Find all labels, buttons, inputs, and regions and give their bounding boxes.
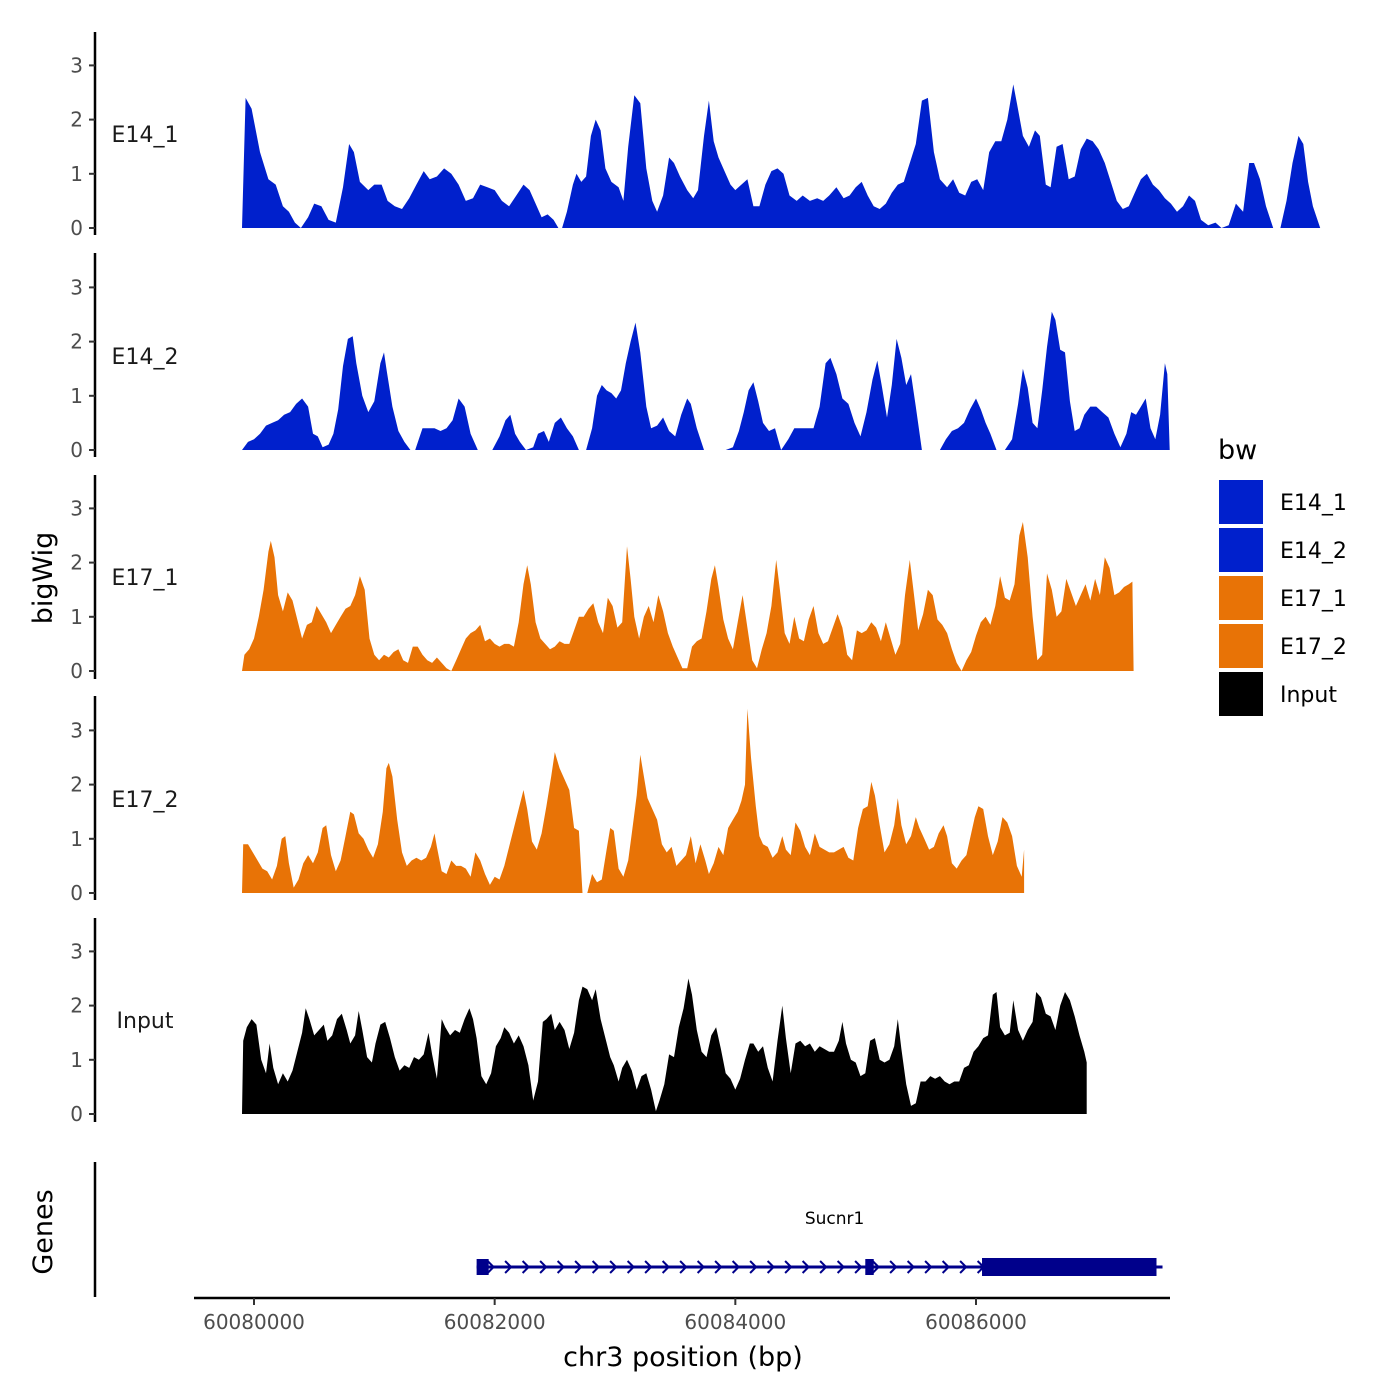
y-tick-label: 2	[70, 108, 83, 132]
signal-area-e14-2	[242, 311, 1170, 450]
track-label: E14_1	[112, 123, 179, 148]
signal-area-e14-1	[242, 84, 1321, 229]
x-tick-label: 60082000	[444, 1310, 546, 1334]
y-tick-label: 2	[70, 773, 83, 797]
y-axis-title: bigWig	[28, 532, 59, 625]
y-tick-label: 3	[70, 53, 83, 77]
signal-area-e17-2	[242, 708, 1025, 893]
y-tick-label: 0	[70, 659, 83, 683]
legend-label: E14_2	[1280, 539, 1347, 564]
genes-axis-title: Genes	[28, 1189, 59, 1274]
x-axis-title: chr3 position (bp)	[563, 1342, 803, 1373]
y-tick-label: 1	[70, 384, 83, 408]
y-tick-label: 3	[70, 718, 83, 742]
track-label: E17_1	[112, 566, 179, 591]
track-e17-1: 0 1 2 3 E17_1	[70, 475, 1134, 683]
x-axis: 60080000 60082000 60084000 60086000	[194, 1296, 1170, 1334]
y-tick-label: 2	[70, 551, 83, 575]
legend-swatch	[1219, 480, 1263, 524]
signal-area-input	[242, 978, 1087, 1114]
y-tick-label: 0	[70, 881, 83, 905]
y-tick-label: 0	[70, 216, 83, 240]
legend-swatch	[1219, 576, 1263, 620]
y-tick-label: 2	[70, 994, 83, 1018]
gene-exon	[865, 1259, 874, 1275]
y-tick-label: 3	[70, 939, 83, 963]
gene-name-label: Sucnr1	[805, 1209, 865, 1229]
track-e14-2: 0 1 2 3 E14_2	[70, 253, 1170, 462]
track-label: Input	[117, 1009, 174, 1034]
y-tick-label: 1	[70, 1048, 83, 1072]
track-label: E14_2	[112, 345, 179, 370]
y-tick-label: 0	[70, 1102, 83, 1126]
legend-label: E17_1	[1280, 587, 1347, 612]
y-tick-label: 0	[70, 438, 83, 462]
x-tick-label: 60086000	[925, 1310, 1027, 1334]
gene-exon	[476, 1259, 489, 1275]
gene-track: Sucnr1	[93, 1162, 1163, 1297]
track-e14-1: 0 1 2 3 E14_1	[70, 32, 1321, 240]
legend-label: Input	[1280, 683, 1337, 708]
legend-title: bw	[1218, 435, 1257, 466]
y-tick-label: 1	[70, 162, 83, 186]
signal-area-e17-1	[242, 522, 1134, 671]
track-label: E17_2	[112, 788, 179, 813]
y-tick-label: 1	[70, 827, 83, 851]
y-tick-label: 2	[70, 330, 83, 354]
legend-swatch	[1219, 528, 1263, 572]
legend-swatch	[1219, 624, 1263, 668]
track-input: 0 1 2 3 Input	[70, 918, 1087, 1126]
y-tick-label: 3	[70, 275, 83, 299]
gene-exon	[982, 1258, 1157, 1276]
x-tick-label: 60084000	[684, 1310, 786, 1334]
bigwig-tracks: 0 1 2 3 E14_1 0 1 2 3 E14_2 0 1 2 3 E17_1 0 1 2 3 E17_2 0 1 2 3…	[70, 32, 1321, 1126]
legend-swatch	[1219, 672, 1263, 716]
legend-label: E17_2	[1280, 635, 1347, 660]
x-tick-label: 60080000	[203, 1310, 305, 1334]
y-tick-label: 1	[70, 605, 83, 629]
legend-label: E14_1	[1280, 491, 1347, 516]
y-tick-label: 3	[70, 496, 83, 520]
track-e17-2: 0 1 2 3 E17_2	[70, 696, 1025, 905]
legend: bw E14_1 E14_2 E17_1 E17_2 Input	[1218, 435, 1347, 716]
